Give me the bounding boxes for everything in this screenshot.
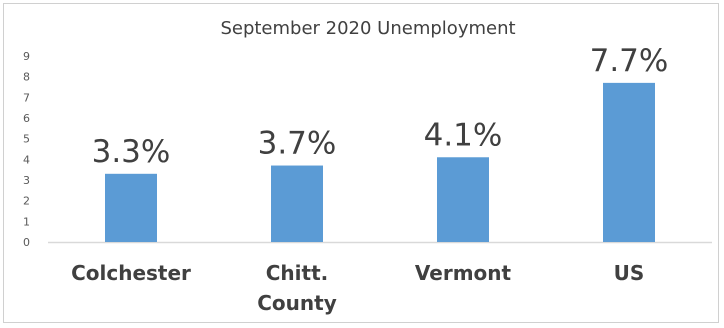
- data-label: 3.7%: [258, 126, 337, 162]
- x-tick-label: Colchester: [71, 261, 191, 285]
- data-label: 4.1%: [424, 117, 503, 153]
- bar: [105, 173, 157, 242]
- x-tick-label: Vermont: [415, 261, 512, 285]
- y-tick-label: 3: [23, 174, 30, 187]
- y-tick-label: 5: [23, 133, 30, 146]
- y-tick-label: 4: [23, 153, 30, 166]
- bar: [271, 165, 323, 242]
- x-tick-label: Chitt. County: [257, 261, 337, 315]
- y-tick-label: 2: [23, 195, 30, 208]
- y-tick-label: 9: [23, 50, 30, 63]
- y-tick-label: 8: [23, 71, 30, 84]
- y-tick-label: 1: [23, 215, 30, 228]
- bars: [105, 82, 655, 242]
- x-axis-labels: Colchester Chitt. County Vermont US: [71, 261, 644, 315]
- bar: [437, 157, 489, 242]
- chart-frame: [3, 3, 719, 323]
- y-tick-label: 6: [23, 112, 30, 125]
- data-label: 7.7%: [590, 43, 669, 79]
- y-tick-label: 0: [23, 236, 30, 249]
- chart-title: September 2020 Unemployment: [220, 18, 515, 39]
- y-tick-label: 7: [23, 91, 30, 104]
- x-tick-label: US: [614, 261, 645, 285]
- data-label: 3.3%: [92, 134, 171, 170]
- data-labels: 3.3% 3.7% 4.1% 7.7%: [92, 43, 669, 170]
- y-axis: 0 1 2 3 4 5 6 7 8 9: [23, 50, 30, 249]
- bar: [603, 82, 655, 242]
